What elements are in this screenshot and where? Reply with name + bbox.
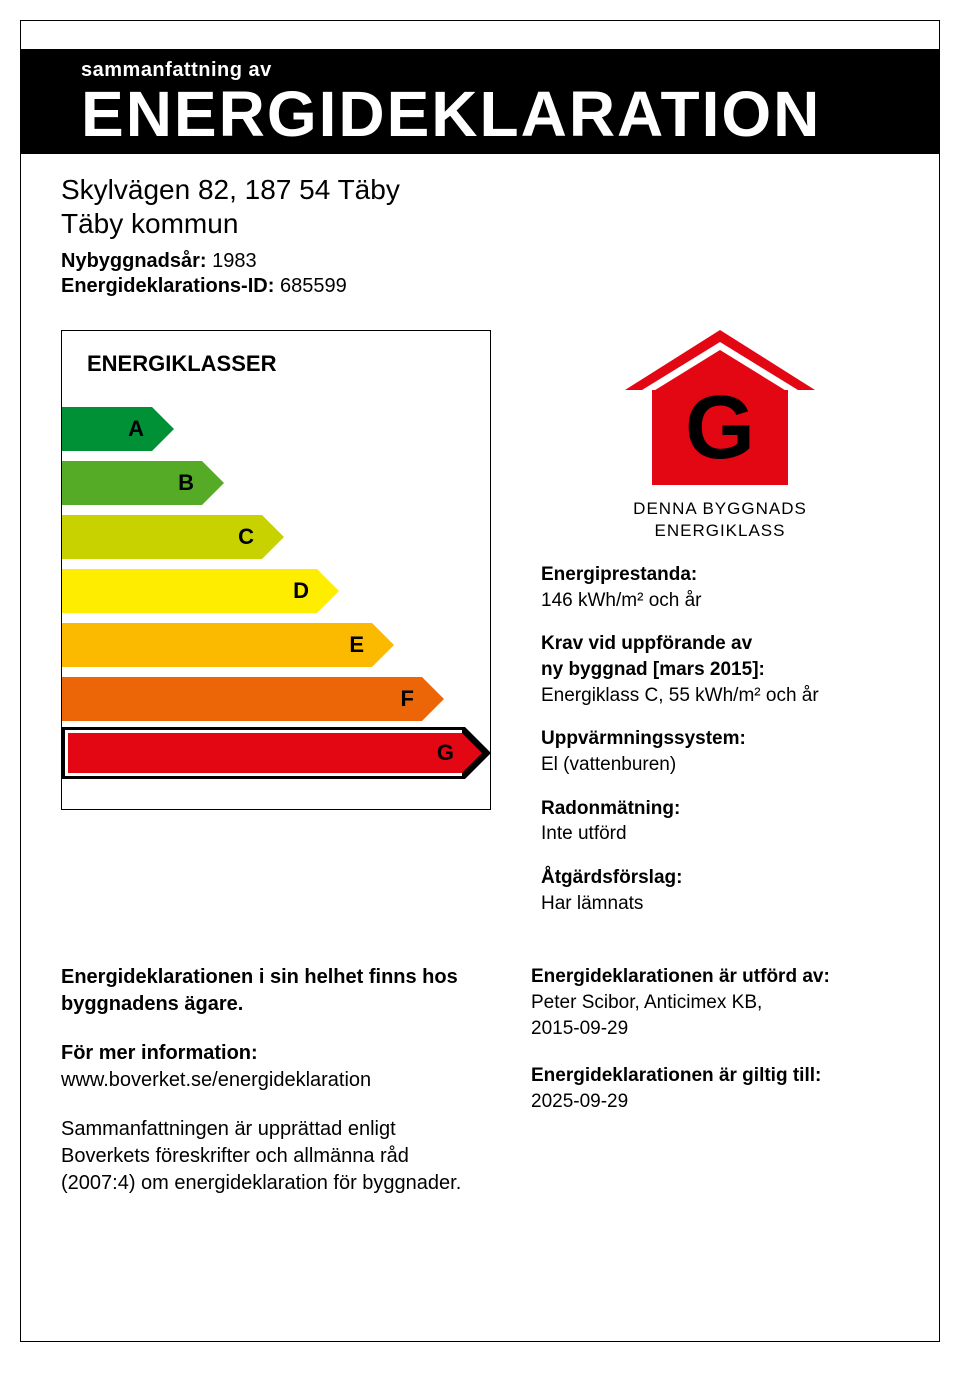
bar-tip: [317, 569, 339, 613]
bar-arrow: F: [62, 677, 444, 721]
detail-atgard: Åtgärdsförslag: Har lämnats: [541, 865, 899, 916]
summary-note: Sammanfattningen är upprättad enligt Bov…: [61, 1116, 481, 1197]
bar-arrow: C: [62, 515, 284, 559]
house-badge: G DENNA BYGGNADS ENERGIKLASS: [541, 330, 899, 542]
house-badge-label: DENNA BYGGNADS ENERGIKLASS: [541, 498, 899, 542]
performed-by-block: Energideklarationen är utförd av: Peter …: [531, 964, 899, 1041]
energy-class-chart: ENERGIKLASSER ABCDEFG: [61, 330, 491, 810]
bar-tip: [262, 515, 284, 559]
bar-row-g: G: [62, 731, 490, 783]
bar-label: F: [62, 677, 422, 721]
house-label-line1: DENNA BYGGNADS: [633, 499, 807, 518]
krav-label-2: ny byggnad [mars 2015]:: [541, 657, 899, 683]
performed-label: Energideklarationen är utförd av:: [531, 966, 830, 987]
page-frame: sammanfattning av ENERGIDEKLARATION Skyl…: [20, 20, 940, 1342]
krav-value: Energiklass C, 55 kWh/m² och år: [541, 685, 819, 706]
bar-row-d: D: [62, 569, 490, 613]
radon-value: Inte utförd: [541, 823, 627, 844]
uppvarmning-value: El (vattenburen): [541, 754, 676, 775]
krav-label-1: Krav vid uppförande av: [541, 631, 899, 657]
bar-tip: [152, 407, 174, 451]
bar-label: E: [62, 623, 372, 667]
more-info-block: För mer information: www.boverket.se/ene…: [61, 1040, 481, 1094]
more-info-label: För mer information:: [61, 1042, 258, 1064]
bar-arrow: A: [62, 407, 174, 451]
bar-arrow: E: [62, 623, 394, 667]
energiprestanda-value: 146 kWh/m² och år: [541, 590, 702, 611]
bar-label: A: [62, 407, 152, 451]
performed-date: 2015-09-29: [531, 1018, 628, 1039]
declaration-id-label: Energideklarations-ID:: [61, 275, 274, 297]
valid-date: 2025-09-29: [531, 1091, 628, 1112]
bar-tip: [202, 461, 224, 505]
house-letter: G: [685, 378, 755, 478]
bottom-columns: Energideklarationen i sin helhet finns h…: [21, 934, 939, 1219]
bar-row-e: E: [62, 623, 490, 667]
bottom-left-column: Energideklarationen i sin helhet finns h…: [61, 964, 481, 1219]
address-line-1: Skylvägen 82, 187 54 Täby: [61, 174, 899, 206]
house-label-line2: ENERGIKLASS: [655, 521, 786, 540]
bar-arrow: D: [62, 569, 339, 613]
main-columns: ENERGIKLASSER ABCDEFG G DENNA BYGGNADS E…: [21, 310, 939, 934]
bar-arrow: B: [62, 461, 224, 505]
more-info-url: www.boverket.se/energideklaration: [61, 1069, 371, 1091]
bar-label: G: [68, 733, 462, 773]
header-title: ENERGIDEKLARATION: [81, 82, 879, 146]
declaration-id-value: 685599: [280, 275, 347, 297]
atgard-value: Har lämnats: [541, 893, 643, 914]
bar-tip: [372, 623, 394, 667]
construction-year-value: 1983: [212, 250, 257, 272]
bar-label: C: [62, 515, 262, 559]
left-column: ENERGIKLASSER ABCDEFG: [61, 330, 491, 934]
header-banner: sammanfattning av ENERGIDEKLARATION: [21, 49, 939, 154]
bar-row-a: A: [62, 407, 490, 451]
bar-tip-fill: [462, 733, 482, 773]
chart-bars: ABCDEFG: [62, 407, 490, 783]
construction-year: Nybyggnadsår: 1983: [61, 250, 899, 273]
valid-until-block: Energideklarationen är giltig till: 2025…: [531, 1063, 899, 1114]
detail-radon: Radonmätning: Inte utförd: [541, 796, 899, 847]
full-declaration-text: Energideklarationen i sin helhet finns h…: [61, 966, 458, 1015]
full-declaration-note: Energideklarationen i sin helhet finns h…: [61, 964, 481, 1018]
declaration-id: Energideklarations-ID: 685599: [61, 275, 899, 298]
bar-tip: [422, 677, 444, 721]
radon-label: Radonmätning:: [541, 796, 899, 822]
bar-selected-outline: G: [62, 727, 465, 779]
detail-uppvarmning: Uppvärmningssystem: El (vattenburen): [541, 726, 899, 777]
bottom-right-column: Energideklarationen är utförd av: Peter …: [531, 964, 899, 1219]
right-column: G DENNA BYGGNADS ENERGIKLASS Energiprest…: [541, 330, 899, 934]
detail-energiprestanda: Energiprestanda: 146 kWh/m² och år: [541, 562, 899, 613]
bar-label: B: [62, 461, 202, 505]
chart-title: ENERGIKLASSER: [62, 351, 490, 377]
performed-by: Peter Scibor, Anticimex KB,: [531, 992, 762, 1013]
atgard-label: Åtgärdsförslag:: [541, 865, 899, 891]
construction-year-label: Nybyggnadsår:: [61, 250, 207, 272]
valid-label: Energideklarationen är giltig till:: [531, 1065, 821, 1086]
bar-row-b: B: [62, 461, 490, 505]
bar-row-f: F: [62, 677, 490, 721]
address-line-2: Täby kommun: [61, 208, 899, 240]
bar-row-c: C: [62, 515, 490, 559]
house-icon: G: [620, 330, 820, 490]
building-info: Skylvägen 82, 187 54 Täby Täby kommun Ny…: [21, 154, 939, 310]
detail-krav: Krav vid uppförande av ny byggnad [mars …: [541, 631, 899, 708]
bar-label: D: [62, 569, 317, 613]
energiprestanda-label: Energiprestanda:: [541, 562, 899, 588]
uppvarmning-label: Uppvärmningssystem:: [541, 726, 899, 752]
